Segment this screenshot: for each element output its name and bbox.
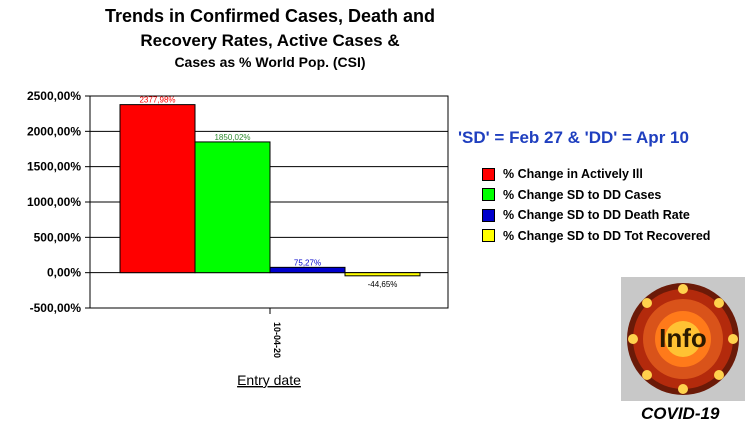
data-label: -44,65% [368, 280, 398, 289]
legend-swatch [482, 167, 495, 181]
data-labels: 2377,98% 1850,02% 75,27% -44,65% [139, 96, 397, 289]
legend-label: % Change SD to DD Cases [503, 187, 662, 202]
y-tick-label: 2000,00% [27, 124, 81, 138]
legend-label: % Change SD to DD Death Rate [503, 208, 690, 223]
chart-title-line-1: Trends in Confirmed Cases, Death and [104, 6, 436, 26]
legend-swatch [482, 229, 495, 243]
legend-label: % Change SD to DD Tot Recovered [503, 228, 711, 243]
legend-item: % Change in Actively Ill [482, 164, 710, 185]
legend-label: % Change in Actively Ill [503, 167, 643, 182]
data-label: 2377,98% [139, 96, 175, 105]
legend-swatch [482, 208, 495, 222]
y-tick-label: 2500,00% [27, 89, 81, 103]
chart-title-line-3: Cases as % World Pop. (CSI) [174, 54, 366, 70]
badge-label: Info [659, 323, 707, 353]
chart-legend: % Change in Actively Ill % Change SD to D… [482, 164, 710, 246]
bar-chart: -500,00% 0,00% 500,00% 1000,00% 1500,00% 2000… [27, 89, 449, 388]
data-label: 1850,02% [214, 133, 250, 142]
x-axis-label: Entry date [237, 372, 301, 388]
x-tick-label: 10-04-20 [272, 322, 282, 358]
date-definition-note: 'SD' = Feb 27 & 'DD' = Apr 10 [458, 128, 689, 147]
y-tick-label: 500,00% [34, 230, 82, 244]
y-axis: -500,00% 0,00% 500,00% 1000,00% 1500,00% 2000… [27, 89, 282, 358]
covid-info-badge: Info [621, 277, 745, 401]
legend-item: % Change SD to DD Cases [482, 185, 710, 206]
covid-caption: COVID-19 [641, 404, 720, 423]
y-tick-label: 1500,00% [27, 160, 81, 174]
y-tick-label: 1000,00% [27, 195, 81, 209]
chart-title-line-2: Recovery Rates, Active Cases & [140, 31, 400, 50]
bar [194, 141, 271, 274]
bar [119, 104, 196, 274]
data-label: 75,27% [294, 258, 321, 267]
bars [119, 104, 421, 277]
bar [269, 266, 346, 274]
bar [344, 272, 421, 277]
legend-item: % Change SD to DD Tot Recovered [482, 226, 710, 247]
y-tick-label: 0,00% [47, 266, 81, 280]
y-tick-label: -500,00% [30, 301, 82, 315]
legend-swatch [482, 188, 495, 202]
legend-item: % Change SD to DD Death Rate [482, 205, 710, 226]
